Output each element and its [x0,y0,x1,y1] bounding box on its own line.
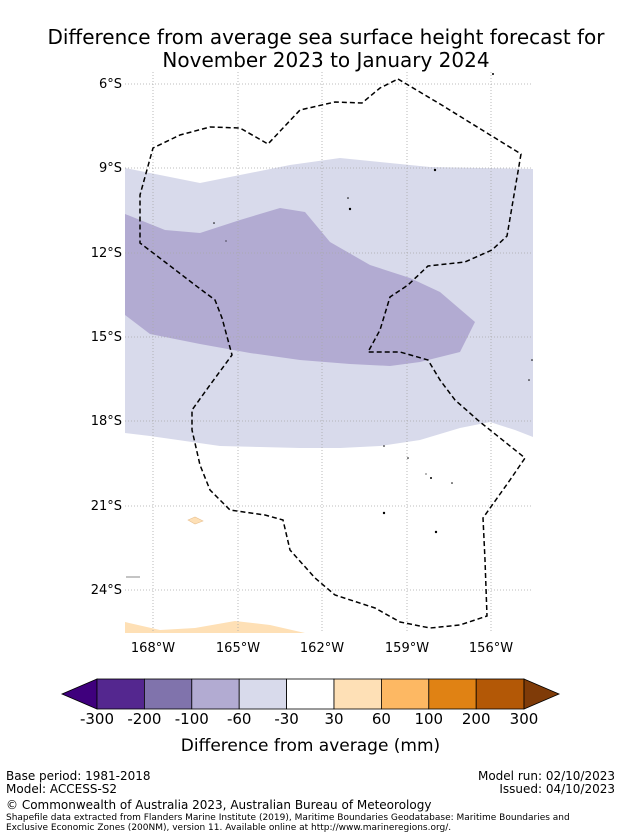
colorbar-tick-label: -60 [226,710,252,728]
base-period-text: Base period: 1981-2018 [6,769,151,783]
lat-label-15s: 15°S [90,330,122,345]
colorbar-title: Difference from average (mm) [180,736,441,756]
colorbar-tick-label: -300 [79,710,115,728]
lat-label-18s: 18°S [90,414,122,429]
lat-label-21s: 21°S [90,499,122,514]
colorbar-extend-left [60,678,98,710]
colorbar-tick-label: 60 [371,710,391,728]
anomaly-region-minus-60-to-100 [125,208,475,366]
island-dots [213,73,533,534]
issued-text: Issued: 04/10/2023 [499,782,615,796]
colorbar-swatch-4 [238,678,287,710]
colorbar-tick-label: -100 [174,710,209,728]
copyright-text: © Commonwealth of Australia 2023, Austra… [6,798,432,812]
colorbar-tick-label: 30 [324,710,344,728]
colorbar-tick-label: -200 [127,710,162,728]
anomaly-region-plus-30-to-60-patch [187,516,204,525]
colorbar-tick-label: 300 [509,710,539,728]
model-text: Model: ACCESS-S2 [6,782,118,796]
lon-label-168w: 168°W [130,641,176,656]
lon-label-165w: 165°W [215,641,261,656]
colorbar-swatch-5 [286,678,335,710]
colorbar-tick-label: 100 [414,710,444,728]
lat-label-6s: 6°S [98,77,122,92]
lon-label-162w: 162°W [299,641,345,656]
colorbar-swatch-1 [96,678,145,710]
colorbar-swatch-2 [143,678,193,710]
shapefile-credit-line-1: Shapefile data extracted from Flanders M… [6,813,570,823]
map-title-line-1: Difference from average sea surface heig… [47,25,605,49]
colorbar-swatch-8 [428,678,477,710]
lon-label-159w: 159°W [384,641,430,656]
colorbar-swatch-6 [333,678,382,710]
colorbar-swatch-9 [475,678,525,710]
lon-label-156w: 156°W [468,641,514,656]
colorbar-extend-right [523,678,561,710]
lat-label-24s: 24°S [90,583,122,598]
anomaly-region-plus-30-to-60-south [125,621,305,633]
model-run-text: Model run: 02/10/2023 [477,769,615,783]
colorbar-swatch-3 [191,678,240,710]
lat-label-9s: 9°S [98,161,122,176]
colorbar-tick-label: 200 [461,710,491,728]
shapefile-credit-line-2: Exclusive Economic Zones (200NM), versio… [6,823,452,833]
lat-label-12s: 12°S [90,246,122,261]
colorbar-swatch-7 [380,678,430,710]
map-title-line-2: November 2023 to January 2024 [162,48,490,72]
eez-boundary-line [139,78,527,629]
colorbar-tick-label: -30 [274,710,299,728]
